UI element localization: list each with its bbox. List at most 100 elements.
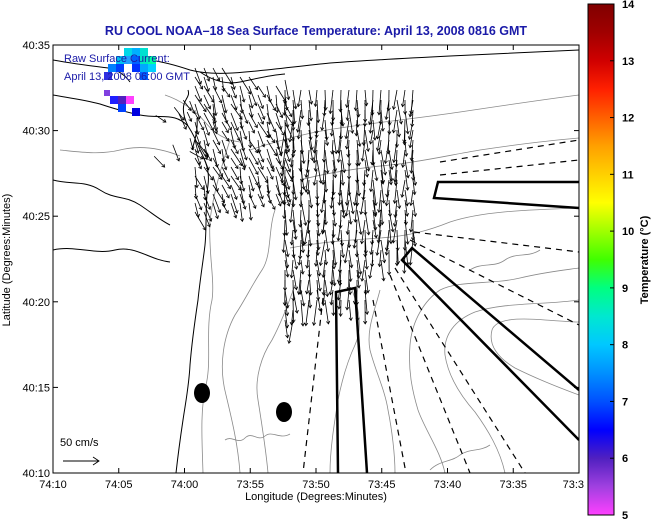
bathymetry-contour [224, 433, 291, 441]
current-vector [284, 109, 290, 129]
y-tick-label: 40:30 [22, 126, 50, 138]
current-vector [186, 111, 193, 122]
sst-pixel [132, 56, 140, 64]
current-vector [203, 193, 212, 210]
current-vector [257, 148, 265, 163]
current-vector [266, 157, 275, 173]
y-tick-label: 40:20 [22, 297, 50, 309]
current-vector [380, 169, 385, 185]
current-vector [332, 209, 337, 227]
shipping-lane [400, 246, 579, 441]
current-vector [372, 199, 378, 218]
sector-line [394, 267, 526, 473]
current-vector [198, 142, 209, 157]
current-vector [308, 229, 313, 247]
current-vector [408, 99, 414, 118]
current-vector [394, 249, 400, 267]
bathymetry-contour [289, 207, 579, 249]
current-vector [356, 249, 363, 275]
current-vector [203, 157, 210, 171]
colorbar-tick-label: 12 [622, 113, 634, 125]
current-vector [320, 109, 326, 131]
current-vector [284, 179, 290, 199]
current-vector [362, 169, 367, 187]
current-vector [284, 175, 291, 191]
current-vector [384, 239, 390, 256]
current-vector [370, 229, 375, 245]
shipping-lane [432, 180, 579, 210]
current-vector [331, 299, 336, 317]
current-vector [340, 239, 346, 259]
current-vector [404, 199, 410, 217]
current-vector [387, 109, 392, 126]
current-vector [412, 229, 417, 247]
current-vector [299, 179, 304, 196]
current-vector [313, 89, 318, 108]
map-area [53, 45, 579, 473]
current-vector [203, 76, 210, 92]
colorbar-tick-label: 11 [622, 169, 634, 181]
current-vector [368, 109, 374, 134]
current-vector [230, 112, 239, 132]
current-vector [279, 129, 286, 155]
current-vector [239, 139, 248, 161]
sst-pixel [148, 64, 156, 72]
current-vector [400, 89, 406, 108]
current-vector [387, 249, 392, 276]
current-vector [344, 129, 350, 150]
x-tick-label: 74:10 [39, 479, 67, 491]
current-vector [300, 139, 306, 165]
vector-scale: 50 cm/s [60, 437, 100, 466]
coastline-nj [175, 125, 209, 473]
current-vector [194, 76, 203, 90]
x-tick-label: 74:05 [105, 479, 133, 491]
current-vector [369, 239, 374, 256]
current-vector [304, 299, 310, 327]
surface-current-vectors [153, 67, 418, 344]
current-vector [372, 159, 379, 182]
sst-pixel [132, 48, 140, 56]
colorbar-tick-label: 9 [622, 283, 628, 295]
sst-pixel [118, 104, 126, 112]
current-vector [340, 159, 345, 186]
current-vector [194, 67, 202, 85]
current-vector [408, 239, 414, 266]
current-vector [412, 169, 418, 186]
current-vector [324, 299, 331, 325]
current-vector [239, 157, 246, 171]
y-axis-label: Latitude (Degrees:Minutes) [1, 194, 13, 327]
current-vector [203, 166, 214, 181]
current-vector [384, 189, 390, 207]
current-vector [319, 189, 326, 214]
current-vector [296, 119, 302, 140]
current-vector [266, 103, 272, 126]
current-vector [300, 169, 306, 190]
current-vector [344, 199, 350, 217]
current-vector [332, 159, 338, 179]
current-vector [194, 94, 207, 113]
x-axis-ticks: 74:10 74:05 74:00 73:55 73:50 73:45 73:40 73:35… [39, 45, 584, 491]
current-vector [153, 155, 166, 168]
colorbar-tick-label: 10 [622, 226, 634, 238]
current-vector [212, 67, 221, 82]
current-vector [356, 139, 362, 167]
current-vector [364, 249, 369, 270]
current-vector [212, 202, 219, 220]
sst-pixel [116, 64, 124, 72]
current-vector [353, 89, 358, 112]
current-vector [402, 129, 407, 146]
current-vector [407, 119, 414, 141]
bathymetry-contour [469, 249, 541, 271]
current-vector [248, 94, 254, 109]
current-vector [388, 169, 393, 186]
current-vector [372, 219, 378, 239]
bathymetry-contours [59, 94, 579, 473]
current-vector [248, 175, 255, 192]
current-vector [275, 94, 280, 114]
current-vector [380, 239, 387, 264]
current-vector [194, 85, 203, 103]
coastline [53, 49, 579, 473]
current-vector [345, 289, 350, 311]
current-vector [364, 159, 370, 178]
